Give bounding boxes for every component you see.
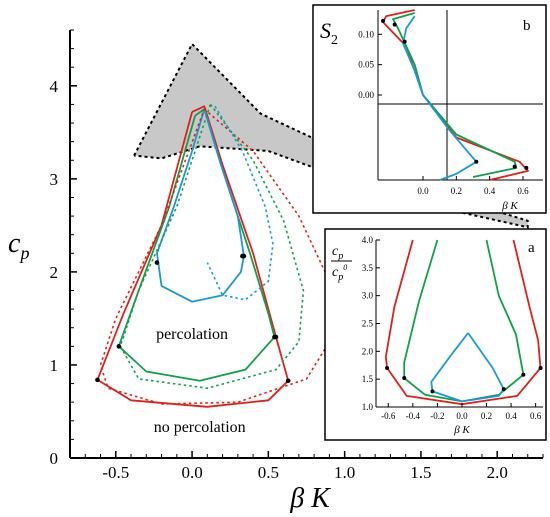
- main-y-tick-label-1: 1: [50, 356, 59, 375]
- inset-b-y-label: S2: [320, 18, 338, 48]
- inset-a-frame: [324, 228, 547, 441]
- inset-b-marker-0-0: [381, 18, 385, 23]
- inset-a-y-tick-label-4: 3.0: [362, 291, 374, 301]
- inset-a-marker-1-0: [402, 376, 407, 381]
- main-marker-0-2: [285, 378, 291, 384]
- percolation-label: percolation: [156, 326, 228, 343]
- inset-a-panel-letter: a: [528, 240, 535, 256]
- main-y-ticks: 0 1 2 3 4: [50, 29, 77, 468]
- inset-b-frame: [312, 4, 547, 214]
- inset-b-markers-group: [381, 18, 529, 170]
- main-marker-2-1: [240, 253, 245, 259]
- inset-a-marker-0-1: [538, 366, 543, 371]
- main-series-blue-solid-2: [156, 108, 245, 303]
- inset-b-marker-1-1: [512, 164, 517, 169]
- inset-a-x-tick-label-5: 0.4: [505, 411, 517, 421]
- inset-a-x-tick-label-0: -0.6: [381, 411, 396, 421]
- no-percolation-label: no percolation: [154, 419, 246, 436]
- main-x-tick-label-1: 0.0: [181, 463, 202, 482]
- inset-b-y-tick-label-1: 0.05: [358, 60, 374, 70]
- inset-b-x-tick-label-2: 0.4: [484, 186, 496, 196]
- main-x-tick-label-5: 2.0: [487, 463, 508, 482]
- inset-a-y-ticks: 1.0 1.5 2.0 2.5 3.0 3.5 4.0: [362, 235, 380, 412]
- inset-a-markers-group: [385, 366, 543, 394]
- main-series-red-dotted-3: [99, 108, 334, 405]
- inset-b-x-tick-label-1: 0.2: [451, 186, 462, 196]
- inset-b-x-tick-label-0: 0.0: [417, 186, 429, 196]
- main-y-tick-label-0: 0: [50, 449, 59, 468]
- main-series-blue-dotted-5: [206, 105, 274, 301]
- inset-a-x-tick-label-6: 0.6: [530, 411, 542, 421]
- inset-a-x-tick-label-1: -0.4: [406, 411, 421, 421]
- main-y-tick-label-3: 3: [50, 170, 59, 189]
- main-x-tick-label-3: 1.0: [334, 463, 355, 482]
- main-annotations: percolation no percolation: [154, 326, 246, 436]
- main-x-tick-label-2: 0.5: [258, 463, 279, 482]
- inset-b-marker-0-1: [524, 165, 529, 170]
- inset-a-marker-1-1: [521, 372, 526, 377]
- main-markers-group: [95, 253, 291, 384]
- inset-b-panel-letter: b: [523, 18, 531, 34]
- main-plot: -0.5 0.0 0.5 1.0 1.5 2.0 0 1 2 3 4 β K cp percola…: [8, 29, 544, 514]
- inset-b: 0.00 0.05 0.10 0.0 0.2 0.4 0.6 S2 β K b: [312, 4, 547, 214]
- inset-a-y-tick-label-1: 1.5: [362, 374, 374, 384]
- inset-a-marker-2-1: [501, 387, 506, 392]
- inset-a-x-tick-label-2: -0.2: [430, 411, 444, 421]
- main-y-tick-label-4: 4: [50, 77, 59, 96]
- main-x-ticks: -0.5 0.0 0.5 1.0 1.5 2.0: [69, 451, 544, 482]
- inset-a-y-tick-label-5: 3.5: [362, 263, 374, 273]
- inset-a-y-label: cp cp0: [331, 244, 352, 283]
- main-x-tick-label-4: 1.5: [410, 463, 431, 482]
- inset-b-y-ticks: 0.00 0.05 0.10: [358, 29, 382, 100]
- inset-a-x-tick-label-4: 0.2: [481, 411, 492, 421]
- inset-b-x-ticks: 0.0 0.2 0.4 0.6: [417, 176, 529, 196]
- main-y-tick-label-2: 2: [50, 263, 59, 282]
- inset-a-x-label: β K: [453, 424, 470, 436]
- main-y-axis-label: cp: [8, 228, 29, 263]
- main-marker-0-3: [95, 377, 100, 383]
- inset-b-x-tick-label-3: 0.6: [517, 186, 529, 196]
- inset-b-y-tick-label-2: 0.10: [358, 29, 374, 39]
- inset-a: 1.0 1.5 2.0 2.5 3.0 3.5 4.0 -0.6 -0.4 -0.2 0.0 0.2…: [324, 228, 547, 441]
- inset-a-y-tick-label-3: 2.5: [362, 319, 374, 329]
- main-series-green-dotted-4: [119, 103, 305, 390]
- inset-b-y-tick-label-0: 0.00: [358, 90, 374, 100]
- inset-b-marker-2-0: [402, 39, 407, 44]
- inset-a-x-ticks: -0.6 -0.4 -0.2 0.0 0.2 0.4 0.6: [381, 403, 542, 421]
- svg-text:cp: cp: [332, 244, 343, 262]
- inset-a-marker-2-0: [430, 389, 435, 394]
- shaded-region-boundary: [133, 42, 529, 229]
- inset-b-x-label: β K: [501, 200, 518, 212]
- shaded-region: [134, 44, 528, 228]
- main-marker-1-1: [116, 344, 122, 349]
- inset-b-marker-1-0: [392, 22, 397, 27]
- inset-a-y-tick-label-2: 2.0: [362, 346, 374, 356]
- main-x-tick-label-0: -0.5: [102, 463, 129, 482]
- main-marker-2-0: [154, 260, 160, 265]
- inset-b-series-blue: [402, 15, 478, 181]
- inset-a-series-blue: [430, 332, 505, 403]
- main-series-red-solid-0: [96, 105, 290, 408]
- main-series-group: [96, 103, 334, 408]
- inset-a-x-tick-label-3: 0.0: [456, 411, 468, 421]
- inset-b-marker-2-1: [474, 159, 479, 164]
- main-x-axis-label: β K: [289, 483, 331, 514]
- inset-a-y-tick-label-0: 1.0: [362, 402, 374, 412]
- main-marker-1-0: [272, 334, 277, 340]
- inset-a-marker-0-0: [385, 366, 390, 371]
- main-axes: -0.5 0.0 0.5 1.0 1.5 2.0 0 1 2 3 4: [50, 29, 544, 482]
- inset-a-y-tick-label-6: 4.0: [362, 235, 374, 245]
